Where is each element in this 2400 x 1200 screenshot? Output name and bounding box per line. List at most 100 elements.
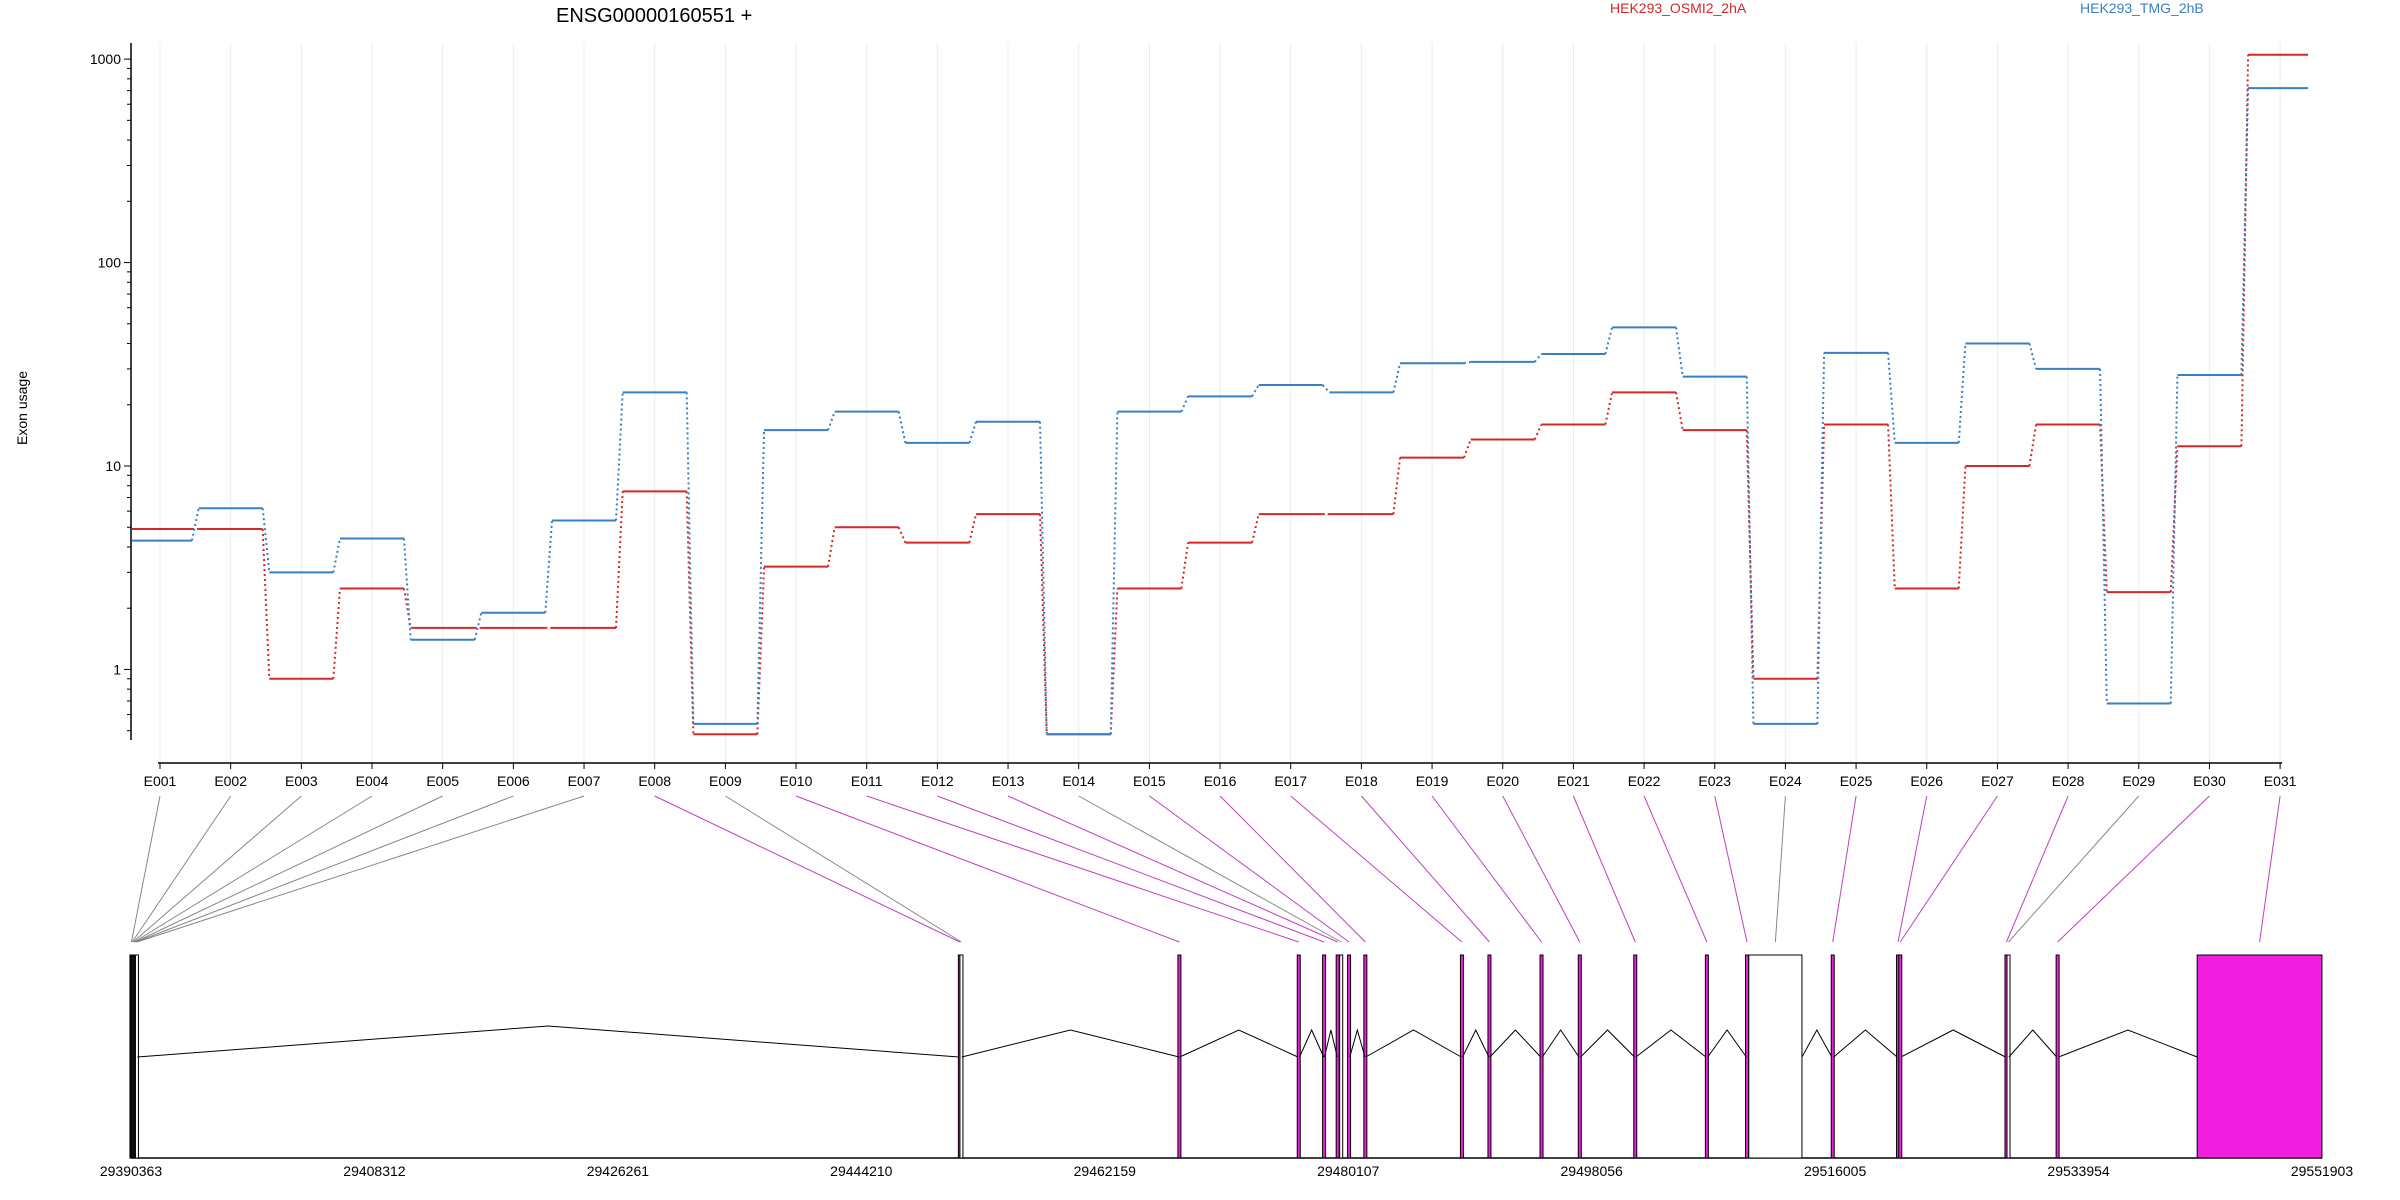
x-tick-label: E029 (2122, 773, 2155, 789)
intron-line (1900, 1029, 2006, 1058)
series-connector (261, 528, 271, 679)
series-connector (1392, 363, 1402, 393)
intron-line (1324, 1029, 1338, 1058)
x-tick-label: E031 (2264, 773, 2297, 789)
x-tick-label: E027 (1981, 773, 2014, 789)
series-connector (615, 392, 624, 521)
genomic-coordinate-label: 29533954 (2047, 1163, 2110, 1179)
x-tick-label: E013 (992, 773, 1025, 789)
series-connector (544, 520, 554, 613)
series-connector (1675, 327, 1684, 377)
series-connector (2099, 368, 2108, 704)
series-connector (827, 527, 836, 567)
series-connector (756, 430, 766, 724)
x-tick-label: E004 (356, 773, 389, 789)
exon-connector (725, 795, 962, 943)
series-connector (1745, 430, 1755, 679)
exon-connector (2006, 795, 2069, 943)
series-connector (2028, 424, 2038, 467)
x-tick-label: E008 (638, 773, 671, 789)
exon-connector (133, 795, 373, 943)
series-HEK293_OSMI2_2hA (132, 53, 2309, 736)
y-tick-label: 10 (105, 458, 121, 474)
x-tick-label: E009 (709, 773, 742, 789)
series-connector (2169, 375, 2179, 704)
series-HEK293_TMG_2hB (132, 87, 2309, 736)
exon-E014 (1339, 954, 1344, 1159)
intron-line (1179, 1029, 1299, 1058)
x-tick-label: E011 (851, 773, 883, 789)
intron-line (1635, 1029, 1707, 1058)
series-connector (332, 588, 342, 679)
series-connector (1675, 392, 1684, 431)
exon-connector (1774, 795, 1786, 943)
x-tick-label: E001 (144, 773, 177, 789)
exon-connector (136, 795, 585, 943)
series-connector (1604, 327, 1614, 355)
x-tick-label: E021 (1557, 773, 1590, 789)
genomic-coordinate-label: 29480107 (1317, 1163, 1380, 1179)
x-tick-label: E030 (2193, 773, 2226, 789)
legend-entry-osmi2: HEK293_OSMI2_2hA (1610, 0, 1747, 16)
exon-connector (937, 795, 1325, 943)
x-tick-label: E016 (1204, 773, 1237, 789)
x-tick-label: E017 (1274, 773, 1307, 789)
chart-title: ENSG00000160551 + (556, 5, 752, 27)
intron-line (1833, 1029, 1898, 1058)
series-connector (756, 566, 766, 735)
genomic-coordinate-label: 29551903 (2291, 1163, 2354, 1179)
exon-connector (2259, 795, 2281, 943)
axes: 1 10 100 1000 E001 E002 E003 E004 E005 E006 E007 E0… (90, 43, 2297, 789)
exon-connector (866, 795, 1299, 943)
x-tick-label: E007 (568, 773, 601, 789)
exon-connector (2057, 795, 2210, 943)
exon-connector (2008, 795, 2140, 943)
series-connector (403, 588, 412, 629)
exon-E024 (1748, 954, 1803, 1159)
x-tick-label: E018 (1345, 773, 1378, 789)
series-connector (1321, 384, 1331, 394)
series-connector (1957, 465, 1967, 589)
exon-connector (1431, 795, 1542, 943)
x-tick-label: E015 (1133, 773, 1166, 789)
series-connector (1533, 353, 1543, 363)
exon-connector (1290, 795, 1463, 943)
intron-line (961, 1029, 1180, 1058)
exon-connector (1832, 795, 1857, 943)
series-connector (1816, 424, 1826, 679)
series-connector (897, 411, 907, 444)
genomic-coordinate-label: 29444210 (830, 1163, 893, 1179)
intron-line (1580, 1029, 1635, 1058)
series-connector (1463, 360, 1471, 365)
x-tick-label: E028 (2052, 773, 2085, 789)
y-axis-label: Exon usage (14, 371, 30, 445)
series-connector (1392, 457, 1402, 515)
series-connector (897, 526, 907, 544)
exon-connector (1361, 795, 1490, 943)
exon-E013 (1335, 954, 1340, 1159)
series-connector (1180, 542, 1190, 589)
series-connector (1957, 343, 1967, 443)
series-connector (685, 491, 695, 735)
series-connector (1109, 588, 1119, 735)
x-tick-label: E010 (780, 773, 813, 789)
exon-connector (1899, 795, 1998, 943)
series-connector (1816, 352, 1826, 724)
exon-connector (1007, 795, 1338, 943)
y-tick-label: 1 (113, 661, 121, 677)
series-connector (191, 508, 200, 541)
exon-connector (1502, 795, 1581, 943)
series-connector (1109, 411, 1119, 735)
series-connector (827, 411, 836, 431)
series-connector (261, 508, 271, 573)
x-tick-label: E019 (1416, 773, 1449, 789)
exon-connector-lines (130, 795, 2281, 943)
x-tick-label: E025 (1840, 773, 1873, 789)
intron-line (1299, 1028, 1325, 1058)
intron-line (1801, 1028, 1833, 1058)
genomic-coordinate-label: 29426261 (587, 1163, 650, 1179)
x-tick-label: E026 (1910, 773, 1943, 789)
exon-connector (134, 795, 443, 943)
series-connector (1887, 352, 1896, 443)
genomic-coordinate-label: 29516005 (1804, 1163, 1867, 1179)
